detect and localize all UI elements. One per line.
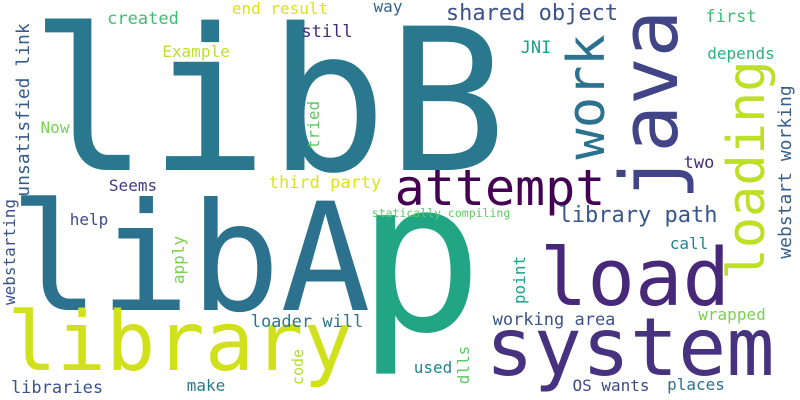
word: dlls: [454, 346, 473, 385]
word: end result: [232, 0, 328, 18]
word: working area: [493, 310, 616, 330]
word: wrapped: [698, 305, 765, 324]
word: tried: [304, 101, 323, 149]
word: apply: [169, 236, 188, 285]
word: system: [486, 301, 775, 394]
word: Seems: [109, 176, 157, 195]
word: webstarting: [0, 199, 19, 305]
word: used: [414, 358, 453, 377]
word: library path: [559, 203, 718, 228]
word: way: [374, 0, 403, 16]
word: third party: [269, 173, 382, 193]
word: p: [357, 135, 483, 380]
word: attempt: [395, 159, 606, 217]
word: still: [301, 22, 352, 42]
word: loader will: [251, 312, 364, 332]
word: libA: [9, 172, 370, 346]
word: shared object: [446, 1, 618, 26]
word: java: [604, 10, 696, 200]
word: help: [70, 210, 109, 229]
word: Example: [162, 42, 229, 61]
word: loading: [717, 60, 777, 279]
word: libraries: [11, 378, 103, 398]
word: JNI: [521, 38, 552, 58]
word: work: [557, 34, 617, 159]
word: depends: [707, 44, 774, 63]
word: point: [510, 256, 529, 304]
word: load: [540, 232, 730, 324]
word: places: [667, 375, 725, 394]
word: libB: [30, 0, 507, 217]
word: webstart working: [775, 85, 796, 258]
word: statically compiling: [372, 206, 510, 220]
word: Now: [41, 118, 70, 137]
word: unsatisfied link: [13, 23, 34, 197]
word: first: [705, 7, 756, 27]
word: OS wants: [572, 376, 649, 395]
word: make: [187, 376, 226, 395]
word: two: [684, 153, 715, 173]
word: call: [670, 234, 709, 253]
word: code: [289, 349, 307, 385]
word: library: [7, 295, 353, 390]
word: created: [107, 9, 179, 29]
